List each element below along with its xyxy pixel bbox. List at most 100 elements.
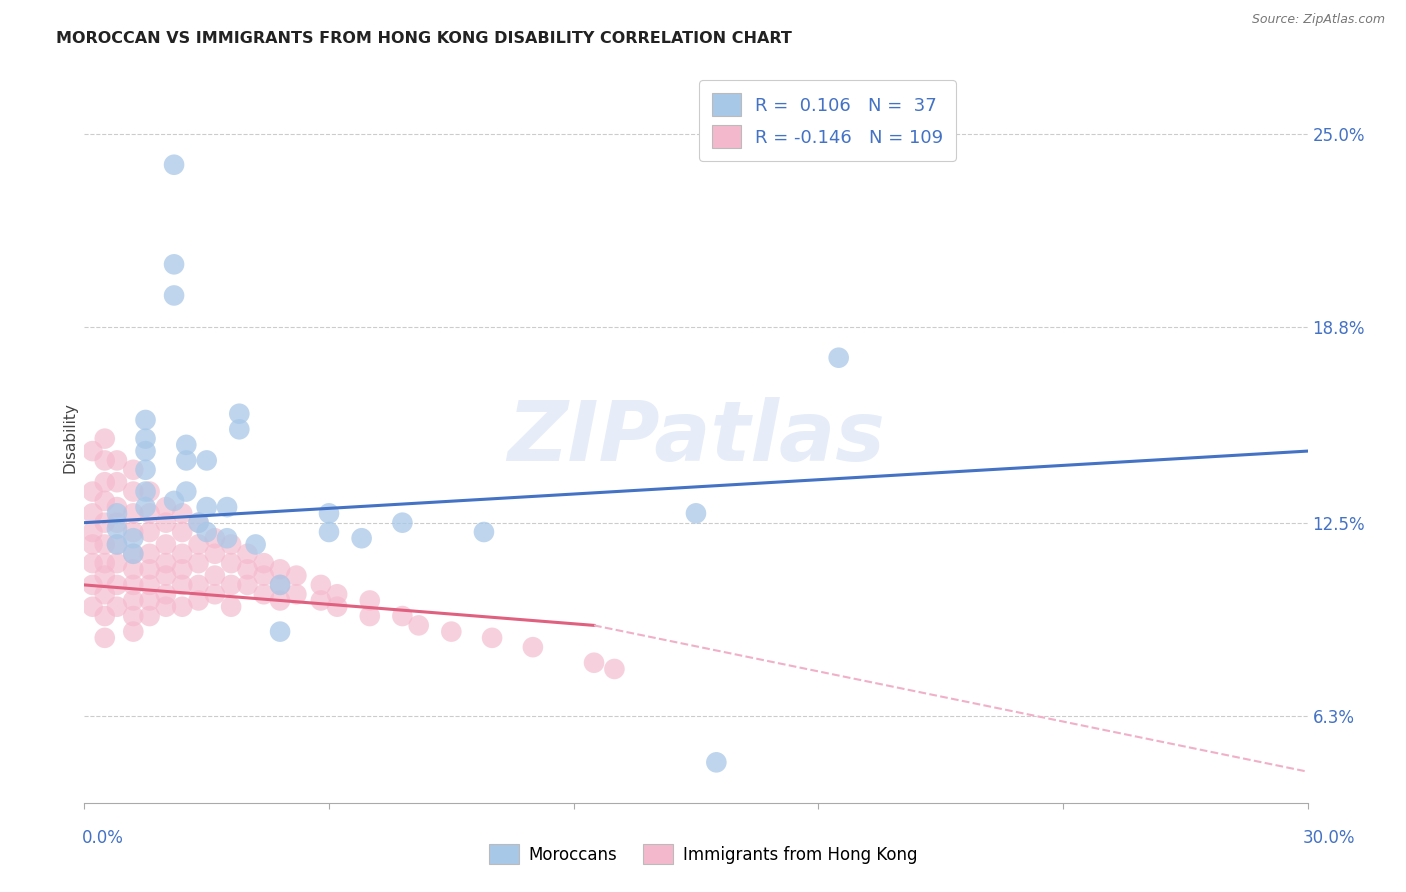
Point (155, 556, 177, 570)
Point (138, 609, 160, 624)
Point (326, 599, 349, 614)
Point (138, 593, 160, 607)
Point (82, 444, 104, 458)
Point (163, 158, 186, 172)
Point (350, 531, 373, 545)
Point (93, 453, 115, 467)
Point (155, 516, 177, 530)
Point (105, 516, 128, 530)
Point (122, 562, 145, 576)
Point (228, 407, 250, 421)
Point (82, 599, 104, 614)
Point (138, 562, 160, 576)
Point (219, 599, 242, 614)
Point (706, 756, 728, 770)
Point (105, 500, 128, 515)
Point (603, 662, 626, 676)
Point (269, 578, 291, 592)
Point (105, 537, 128, 551)
Point (172, 506, 194, 520)
Point (219, 556, 242, 570)
Point (138, 506, 160, 520)
Point (122, 578, 145, 592)
Point (217, 531, 239, 545)
Point (93, 475, 115, 490)
Point (174, 453, 197, 467)
Point (82, 506, 104, 520)
Point (155, 568, 177, 582)
Point (172, 599, 194, 614)
Text: 0.0%: 0.0% (82, 829, 124, 847)
Point (228, 422, 250, 436)
Point (172, 524, 194, 539)
Point (138, 547, 160, 561)
Text: MOROCCAN VS IMMIGRANTS FROM HONG KONG DISABILITY CORRELATION CHART: MOROCCAN VS IMMIGRANTS FROM HONG KONG DI… (56, 31, 792, 46)
Point (135, 484, 157, 499)
Legend: Moroccans, Immigrants from Hong Kong: Moroccans, Immigrants from Hong Kong (482, 838, 924, 871)
Point (685, 506, 707, 520)
Point (195, 524, 218, 539)
Point (408, 618, 430, 632)
Point (253, 556, 276, 570)
Point (187, 578, 209, 592)
Point (269, 562, 291, 576)
Point (93, 587, 115, 601)
Point (93, 537, 115, 551)
Point (138, 524, 160, 539)
Point (236, 547, 259, 561)
Point (155, 599, 177, 614)
Point (481, 631, 503, 645)
Point (163, 288, 186, 302)
Point (105, 578, 128, 592)
Point (187, 593, 209, 607)
Point (187, 516, 209, 530)
Text: ZIPatlas: ZIPatlas (508, 397, 884, 477)
Point (105, 522, 128, 536)
Point (195, 500, 218, 515)
Point (82, 537, 104, 551)
Point (82, 578, 104, 592)
Point (122, 463, 145, 477)
Point (285, 587, 308, 601)
Point (93, 631, 115, 645)
Point (105, 556, 128, 570)
Point (309, 593, 332, 607)
Point (583, 656, 606, 670)
Point (82, 556, 104, 570)
Point (391, 516, 413, 530)
Point (93, 609, 115, 624)
Point (204, 568, 226, 582)
Point (122, 531, 145, 545)
Point (138, 484, 160, 499)
Point (269, 578, 291, 592)
Point (163, 494, 186, 508)
Point (93, 432, 115, 446)
Point (93, 556, 115, 570)
Point (155, 537, 177, 551)
Point (135, 444, 157, 458)
Point (828, 351, 851, 365)
Text: 30.0%: 30.0% (1302, 829, 1355, 847)
Point (122, 609, 145, 624)
Point (122, 484, 145, 499)
Point (105, 453, 128, 467)
Point (326, 587, 349, 601)
Point (219, 537, 242, 551)
Point (285, 568, 308, 582)
Point (135, 500, 157, 515)
Point (122, 547, 145, 561)
Point (155, 500, 177, 515)
Point (105, 537, 128, 551)
Point (122, 524, 145, 539)
Point (253, 587, 276, 601)
Point (122, 593, 145, 607)
Point (122, 547, 145, 561)
Point (122, 624, 145, 639)
Point (204, 547, 226, 561)
Text: Source: ZipAtlas.com: Source: ZipAtlas.com (1251, 13, 1385, 27)
Point (359, 609, 381, 624)
Point (138, 578, 160, 592)
Point (236, 562, 259, 576)
Point (174, 438, 197, 452)
Point (245, 537, 267, 551)
